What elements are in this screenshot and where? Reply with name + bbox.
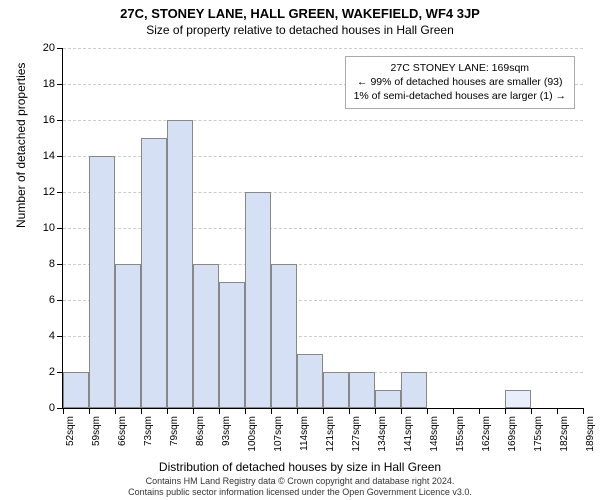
x-tick (427, 408, 428, 414)
histogram-bar (401, 372, 427, 408)
histogram-bar (245, 192, 271, 408)
histogram-bar (89, 156, 115, 408)
x-tick (453, 408, 454, 414)
x-tick-label: 182sqm (559, 416, 570, 452)
x-tick (583, 408, 584, 414)
y-tick-label: 14 (43, 150, 63, 162)
x-tick (401, 408, 402, 414)
x-tick-label: 121sqm (325, 416, 336, 452)
histogram-bar (271, 264, 297, 408)
chart-subtitle: Size of property relative to detached ho… (0, 21, 600, 37)
x-tick (323, 408, 324, 414)
footer-line-1: Contains HM Land Registry data © Crown c… (0, 476, 600, 487)
x-axis-label: Distribution of detached houses by size … (0, 460, 600, 474)
x-tick (219, 408, 220, 414)
histogram-bar (505, 390, 531, 408)
y-tick-label: 8 (49, 258, 63, 270)
histogram-bar (349, 372, 375, 408)
x-tick-label: 79sqm (169, 416, 180, 446)
info-line-3: 1% of semi-detached houses are larger (1… (354, 89, 566, 103)
x-tick-label: 86sqm (195, 416, 206, 446)
histogram-bar (375, 390, 401, 408)
x-tick-label: 127sqm (351, 416, 362, 452)
y-tick-label: 18 (43, 78, 63, 90)
footer-line-2: Contains public sector information licen… (0, 487, 600, 498)
histogram-bar (63, 372, 89, 408)
histogram-bar (219, 282, 245, 408)
x-tick-label: 107sqm (273, 416, 284, 452)
x-tick-label: 93sqm (221, 416, 232, 446)
histogram-bar (193, 264, 219, 408)
histogram-bar (115, 264, 141, 408)
x-tick (349, 408, 350, 414)
x-tick (193, 408, 194, 414)
grid-line (63, 48, 583, 49)
x-tick-label: 59sqm (91, 416, 102, 446)
x-tick-label: 52sqm (65, 416, 76, 446)
grid-line (63, 120, 583, 121)
x-tick-label: 169sqm (507, 416, 518, 452)
info-line-2: ← 99% of detached houses are smaller (93… (354, 75, 566, 89)
info-line-1: 27C STONEY LANE: 169sqm (354, 61, 566, 75)
x-tick (141, 408, 142, 414)
x-tick-label: 134sqm (377, 416, 388, 452)
histogram-bar (141, 138, 167, 408)
x-tick (115, 408, 116, 414)
x-tick (167, 408, 168, 414)
x-tick-label: 100sqm (247, 416, 258, 452)
x-tick-label: 148sqm (429, 416, 440, 452)
histogram-bar (167, 120, 193, 408)
y-tick-label: 4 (49, 330, 63, 342)
chart-plot-area: 27C STONEY LANE: 169sqm ← 99% of detache… (62, 48, 583, 409)
chart-container: { "title": "27C, STONEY LANE, HALL GREEN… (0, 0, 600, 500)
x-tick-label: 73sqm (143, 416, 154, 446)
x-tick-label: 66sqm (117, 416, 128, 446)
y-tick-label: 2 (49, 366, 63, 378)
x-tick (557, 408, 558, 414)
x-tick-label: 114sqm (299, 416, 310, 451)
y-tick-label: 10 (43, 222, 63, 234)
x-tick-label: 189sqm (585, 416, 596, 452)
y-tick-label: 0 (49, 402, 63, 414)
x-tick (375, 408, 376, 414)
y-axis-label: Number of detached properties (14, 63, 28, 228)
license-footer: Contains HM Land Registry data © Crown c… (0, 476, 600, 498)
x-tick (505, 408, 506, 414)
x-tick (531, 408, 532, 414)
x-tick (479, 408, 480, 414)
x-tick-label: 175sqm (533, 416, 544, 452)
property-info-box: 27C STONEY LANE: 169sqm ← 99% of detache… (345, 56, 575, 109)
y-tick-label: 6 (49, 294, 63, 306)
y-tick-label: 16 (43, 114, 63, 126)
page-title: 27C, STONEY LANE, HALL GREEN, WAKEFIELD,… (0, 0, 600, 21)
x-tick (297, 408, 298, 414)
x-tick (89, 408, 90, 414)
y-tick-label: 12 (43, 186, 63, 198)
histogram-bar (323, 372, 349, 408)
x-tick (63, 408, 64, 414)
y-tick-label: 20 (43, 42, 63, 54)
x-tick-label: 162sqm (481, 416, 492, 452)
x-tick (271, 408, 272, 414)
x-tick (245, 408, 246, 414)
histogram-bar (297, 354, 323, 408)
x-tick-label: 155sqm (455, 416, 466, 452)
x-tick-label: 141sqm (403, 416, 414, 452)
